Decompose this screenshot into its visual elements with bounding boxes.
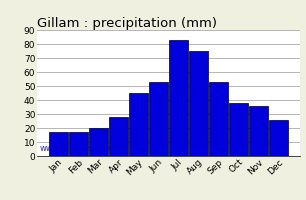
Bar (249, 106, 268, 156)
Bar (69, 132, 88, 156)
Bar (269, 120, 288, 156)
Bar (149, 82, 168, 156)
Bar (189, 51, 208, 156)
Bar (169, 40, 188, 156)
Text: www.allmetsat.com: www.allmetsat.com (39, 144, 121, 153)
Bar (209, 82, 228, 156)
Bar (109, 117, 128, 156)
Bar (229, 103, 248, 156)
Bar (129, 93, 148, 156)
Bar (49, 132, 68, 156)
Text: Gillam : precipitation (mm): Gillam : precipitation (mm) (37, 17, 217, 30)
Bar (89, 128, 108, 156)
